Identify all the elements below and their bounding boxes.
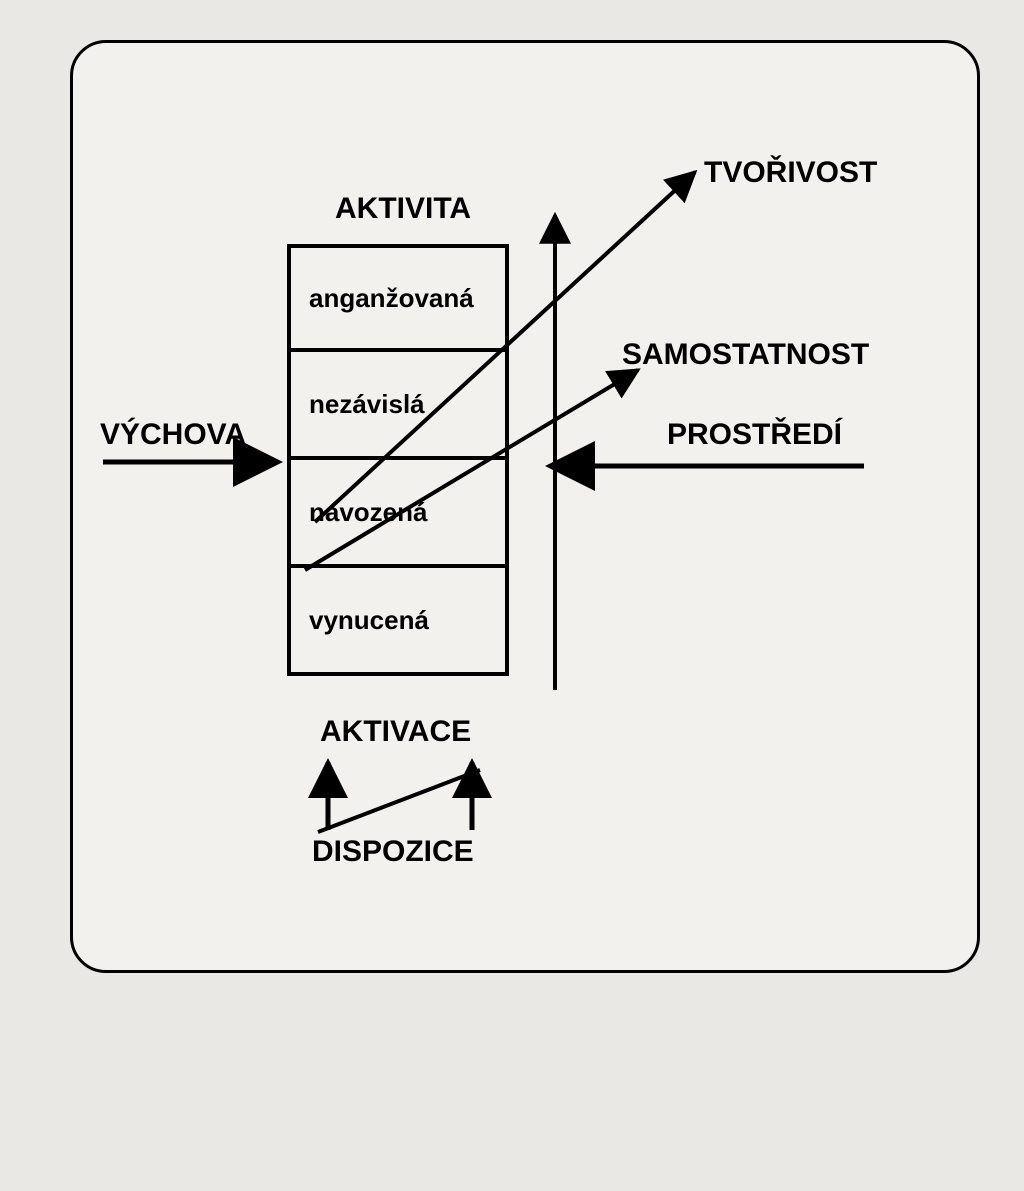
arrow-tvorivost xyxy=(315,172,695,522)
arrow-dispozice-diagonal xyxy=(318,770,480,832)
arrow-samostatnost xyxy=(305,370,638,570)
diagram-page: AKTIVITA TVOŘIVOST SAMOSTATNOST VÝCHOVA … xyxy=(0,0,1024,1191)
arrows-layer xyxy=(0,0,1024,1191)
